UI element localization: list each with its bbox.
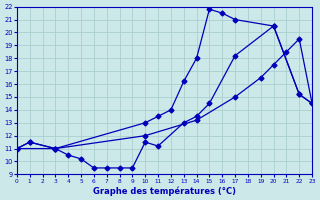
X-axis label: Graphe des températures (°C): Graphe des températures (°C) bbox=[93, 186, 236, 196]
